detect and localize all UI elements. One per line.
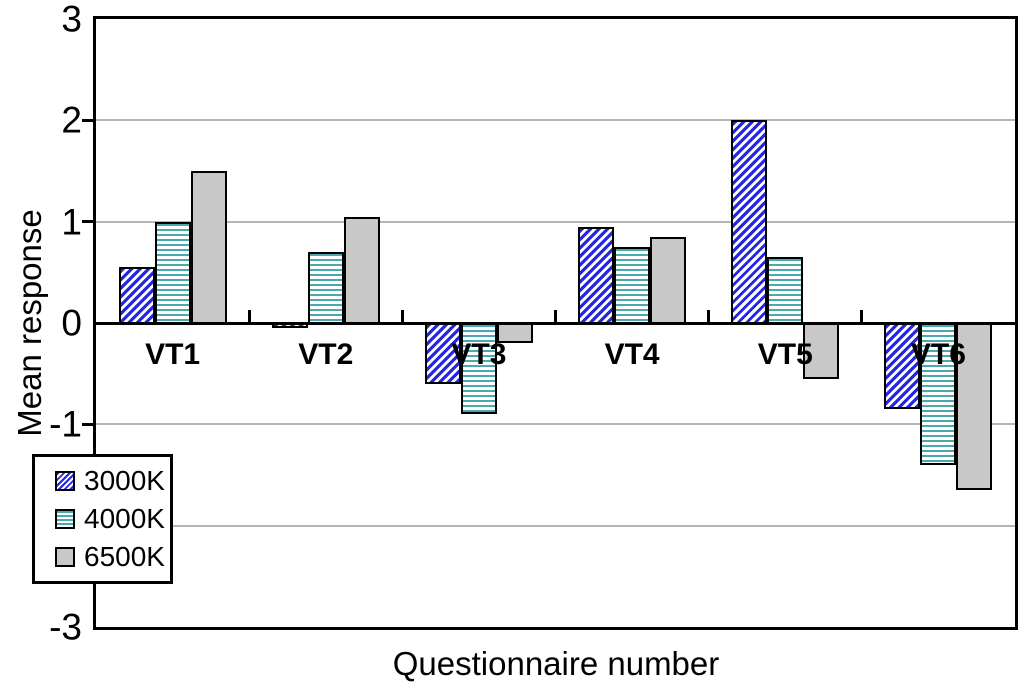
bar-3000K-VT3 [424,323,461,384]
bar-6500K-VT2 [343,216,380,324]
category-label-VT1: VT1 [145,338,201,371]
y-tick-label-2: 2 [61,99,82,141]
x-axis-title: Questionnaire number [392,645,720,682]
y-tick-mark [82,118,93,122]
category-label-VT4: VT4 [604,338,660,371]
bar-4000K-VT3 [460,323,497,415]
legend-swatch-3000K [55,471,75,491]
bar-3000K-VT6 [884,323,921,410]
y-tick-label--1: -1 [49,403,82,445]
bar-6500K-VT4 [650,236,687,324]
category-label-VT5: VT5 [757,338,813,371]
bar-3000K-VT4 [578,226,615,324]
legend-swatch-4000K [55,509,75,529]
y-tick-label-1: 1 [61,201,82,243]
legend-label: 6500K [84,541,165,572]
bar-6500K-VT6 [956,323,993,491]
category-label-VT3: VT3 [451,338,507,371]
bar-4000K-VT2 [307,252,344,324]
gridline-y--1 [96,423,1015,426]
legend-label: 4000K [84,503,165,534]
legend-item-3000K: 3000K [55,467,170,495]
x-tick-mark [707,310,711,323]
x-tick-mark [400,310,404,323]
gridline-y-2 [96,119,1015,122]
legend-label: 3000K [84,465,165,496]
category-label-VT2: VT2 [298,338,354,371]
bar-4000K-VT5 [767,257,804,324]
y-tick-label-0: 0 [61,302,82,344]
gridline-y--2 [96,524,1015,527]
bar-4000K-VT1 [154,221,191,324]
y-tick-mark [82,220,93,224]
y-tick-label-3: 3 [61,0,82,40]
bar-4000K-VT6 [920,323,957,465]
bar-3000K-VT5 [731,120,768,324]
x-axis-zero-line [96,321,1015,325]
bar-4000K-VT4 [614,247,651,324]
legend-item-6500K: 6500K [55,543,170,571]
legend: 3000K 4000K 6500K [32,454,173,584]
category-label-VT6: VT6 [910,338,966,371]
x-tick-mark [860,310,864,323]
legend-item-4000K: 4000K [55,505,170,533]
bar-3000K-VT1 [118,267,155,324]
legend-swatch-6500K [55,547,75,567]
bar-6500K-VT1 [190,171,227,324]
y-tick-mark [82,422,93,426]
x-tick-mark [247,310,251,323]
y-tick-label--3: -3 [49,606,82,648]
gridline-y-1 [96,220,1015,223]
x-tick-mark [554,310,557,323]
